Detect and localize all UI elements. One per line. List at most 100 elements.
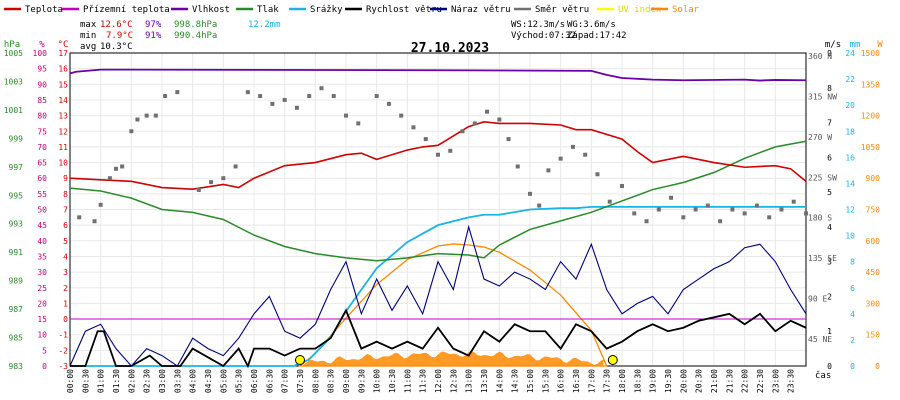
rain_mm-axis-tick: 16 [845,153,855,162]
wind-direction-point [791,199,796,204]
wind-direction-point [528,191,532,196]
time-axis-label: čas [815,370,831,381]
time-axis-tick: 08:30 [327,369,336,393]
time-axis-tick: 11:00 [403,369,412,393]
time-axis-tick: 15:30 [541,369,550,393]
time-axis-tick: 22:00 [741,369,750,393]
celsius-axis-tick: 2 [63,284,68,293]
time-axis-tick: 13:30 [480,369,489,393]
wind-direction-point [144,113,149,118]
stat-min-press: 990.4hPa [174,31,217,41]
hpa-axis-tick: 993 [9,220,24,229]
legend-item-label: Náraz větru [451,5,511,15]
time-axis-tick: 21:00 [710,369,719,393]
wind-direction-point [163,94,168,99]
wind-direction-point [399,113,404,118]
wind-direction-point [331,94,336,99]
wind_speed-axis-tick: 7 [827,119,832,128]
hpa-axis-tick: 983 [9,362,24,371]
percent-axis-tick: 45 [37,221,47,230]
wind-direction-point [175,90,180,95]
celsius-axis-tick: 0 [63,315,68,324]
wind-direction-point [98,202,103,207]
temperature-series-line [69,121,807,190]
legend-item-label: Rychlost větru [366,5,442,15]
wind-direction-point [485,109,490,114]
time-axis-tick: 18:30 [633,369,642,393]
wind-direction-point [344,113,348,118]
time-axis-tick: 17:30 [603,369,612,393]
celsius-axis-tick: 11 [58,143,68,152]
stat-avg-temp: 10.3°C [100,42,133,52]
wind-direction-point [460,129,465,134]
time-axis-tick: 15:00 [526,369,535,393]
hpa-axis-tick: 1003 [4,77,23,86]
wind-direction-point [153,113,158,118]
percent-axis-tick: 15 [37,315,47,324]
time-axis-tick: 19:30 [664,369,673,393]
rain_mm-axis-tick: 2 [850,336,855,345]
time-axis-tick: 02:30 [143,369,152,393]
plot-grid [69,52,807,367]
hpa-axis-tick: 987 [9,305,24,314]
direction-axis-tick: 225 SW [808,173,837,182]
time-axis-tick: 08:00 [311,369,320,393]
wind-direction-point [448,148,453,153]
wind-direction-point [537,203,542,208]
time-axis-tick: 06:30 [265,369,274,393]
rain_mm-axis-tick: 24 [845,49,855,58]
time-axis-tick: 05:30 [235,369,244,393]
legend-item-label: Srážky [310,5,343,15]
hpa-axis-tick: 997 [9,163,24,172]
wind-direction-point [705,203,710,208]
wind-direction-point [135,117,140,122]
direction-axis-tick: 360 N [808,52,832,61]
legend-item-label: Přízemní teplota [83,5,170,15]
solar-axis-tick: 600 [866,237,881,246]
time-axis-tick: 07:00 [281,369,290,393]
percent-axis-tick: 75 [37,127,47,136]
time-axis-tick: 01:00 [97,369,106,393]
direction-axis-tick: 135 SE [808,254,837,263]
time-axis-tick: 13:00 [465,369,474,393]
pressure-series-line [69,140,807,262]
solar-axis-tick: 300 [866,299,881,308]
stat-sunset: Západ:17:42 [567,31,627,41]
wind-direction-point [107,176,112,181]
time-axis-tick: 12:00 [434,369,443,393]
legend-item-label: Tlak [257,5,279,15]
rain_mm-axis-tick: 0 [850,362,855,371]
wind-direction-point [472,121,477,126]
wind_speed-axis-tick: 6 [827,153,832,162]
time-axis-tick: 22:30 [756,369,765,393]
series-layer [69,68,808,369]
stat-max-press: 998.8hPa [174,20,217,30]
legend-item-label: Směr větru [535,5,589,15]
chart-title: 27.10.2023 [411,41,489,56]
time-axis-tick: 03:30 [173,369,182,393]
wind-direction-point [779,207,784,212]
wind-direction-point [221,176,226,181]
rain_mm-axis-tick: 4 [850,310,855,319]
percent-axis-tick: 55 [37,190,47,199]
percent-axis-tick: 25 [37,284,47,293]
wind-direction-point [632,211,637,216]
stat-max-temp: 12.6°C [100,20,133,30]
rain_mm-axis-tick: 10 [845,232,855,241]
wind-direction-point [754,203,759,208]
wind-direction-point [77,215,82,220]
solar-axis-tick: 150 [866,331,881,340]
time-axis-tick: 02:00 [127,369,136,393]
direction-axis-tick: 45 NE [808,335,832,344]
celsius-axis-tick: 5 [63,237,68,246]
wind-direction-point [129,129,134,134]
wind-direction-point [294,105,299,110]
legend-item-label: Solar [672,5,700,15]
stat-min-label: min [80,31,96,41]
percent-axis-tick: 0 [42,362,47,371]
wind_speed-axis-tick: 0 [827,362,832,371]
celsius-axis-tick: 16 [58,65,68,74]
wind-direction-point [423,137,428,142]
